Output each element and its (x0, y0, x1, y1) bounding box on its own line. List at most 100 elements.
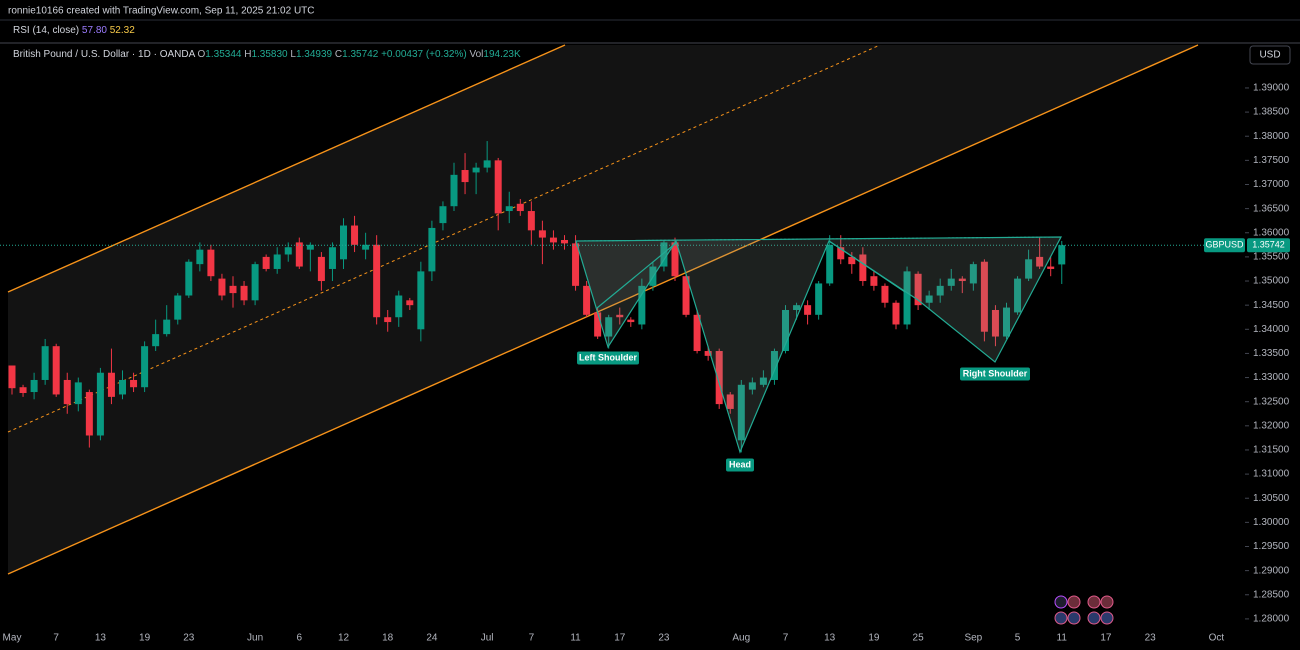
channel-line (7, 44, 566, 293)
currency-button[interactable] (1249, 45, 1291, 65)
x-tick-label: 19 (868, 633, 880, 644)
change: +0.00437 (+0.32%) (381, 49, 467, 60)
candle-body (527, 211, 535, 231)
candle-body (174, 295, 182, 320)
y-tick-label: 1.32500 (1253, 396, 1290, 407)
candle-body (384, 317, 392, 323)
candle-body (826, 244, 834, 284)
pattern-line (828, 240, 906, 293)
candle-body (240, 285, 248, 301)
x-tick-label: 11 (570, 633, 581, 644)
y-tick-label: 1.31000 (1253, 469, 1290, 480)
candle-body (748, 382, 756, 390)
candle-body (163, 319, 171, 335)
candle-body (1047, 266, 1055, 269)
candle-body (328, 247, 336, 269)
candle-body (770, 351, 778, 380)
q-v: 1.35742 (342, 49, 379, 60)
x-tick-label: 17 (1100, 633, 1112, 644)
x-tick-label: May (3, 633, 22, 644)
price-tag (1247, 238, 1290, 253)
annotation: Left Shoulder (579, 352, 637, 362)
q: C (335, 49, 342, 60)
x-tick-label: 11 (1057, 633, 1068, 644)
candle-body (96, 372, 104, 436)
candle-body (395, 295, 403, 318)
candle-body (837, 247, 845, 260)
candle-body (41, 346, 49, 380)
candle-body (549, 237, 557, 243)
candle-body (594, 312, 602, 337)
candle-body (130, 379, 138, 388)
y-tick-label: 1.29500 (1253, 541, 1290, 552)
candle-body (439, 206, 447, 224)
candle-body (1036, 256, 1044, 267)
candle-body (152, 334, 160, 347)
y-tick-label: 1.38500 (1253, 107, 1290, 118)
candle-body (804, 305, 812, 315)
x-tick-label: 23 (658, 633, 670, 644)
candle-body (1058, 245, 1066, 265)
candle-body (494, 160, 502, 214)
y-tick-label: 1.36500 (1253, 203, 1290, 214)
x-tick-label: Oct (1209, 633, 1225, 644)
candle-body (660, 242, 668, 267)
x-tick-label: Aug (732, 633, 750, 644)
vol-label: Vol (469, 49, 483, 60)
candle-body (306, 244, 314, 250)
y-tick-label: 1.30000 (1253, 517, 1290, 528)
candle-body (572, 243, 580, 286)
candle-body (450, 174, 458, 207)
candle-body (936, 285, 944, 296)
x-tick-label: 24 (426, 633, 438, 644)
candle-body (1003, 307, 1010, 337)
candle-body (262, 256, 270, 269)
x-tick-label: 5 (1015, 633, 1021, 644)
candle-body (693, 314, 701, 352)
x-tick-label: 18 (382, 633, 394, 644)
event-icons (1054, 595, 1114, 625)
candle-body (340, 225, 347, 260)
y-tick-label: 1.35000 (1253, 276, 1290, 287)
q: O (198, 49, 206, 60)
annotation-box (577, 351, 639, 365)
candle-body (583, 285, 591, 315)
annotation: Head (729, 459, 751, 469)
y-tick-label: 1.32000 (1253, 420, 1290, 431)
y-tick-label: 1.29000 (1253, 565, 1290, 576)
candle-body (185, 261, 193, 296)
candle-body (52, 346, 60, 395)
candle-body (107, 372, 115, 397)
candle-body (881, 285, 889, 303)
candle-body (958, 278, 966, 282)
candle-body (903, 271, 911, 325)
y-tick-label: 1.30500 (1253, 493, 1290, 504)
candle-body (207, 249, 215, 277)
candle-body (351, 225, 359, 245)
candle-body (969, 264, 977, 284)
candle-body (483, 160, 491, 168)
x-tick-label: Jun (247, 633, 263, 644)
candle-body (947, 278, 955, 286)
candle-body (218, 278, 226, 296)
x-tick-label: 7 (529, 633, 535, 644)
currency: USD (1259, 50, 1280, 61)
candle-body (1025, 259, 1033, 279)
annotation: Right Shoulder (963, 368, 1028, 378)
y-tick-label: 1.28000 (1253, 614, 1290, 625)
candle-body (63, 379, 71, 405)
x-tick-label: 25 (913, 633, 925, 644)
candle-body (605, 317, 613, 337)
candle-body (638, 285, 646, 325)
indicator-value: 52.32 (110, 25, 135, 36)
plot (0, 141, 1245, 453)
candle-body (925, 295, 933, 303)
x-tick-label: 23 (1145, 633, 1157, 644)
y-tick-label: 1.34000 (1253, 324, 1290, 335)
y-tick-label: 1.38000 (1253, 131, 1290, 142)
candle-body (472, 167, 480, 173)
candle-body (406, 300, 414, 306)
candle-body (417, 271, 425, 330)
candle-body (284, 247, 292, 255)
candle-body (848, 256, 856, 265)
